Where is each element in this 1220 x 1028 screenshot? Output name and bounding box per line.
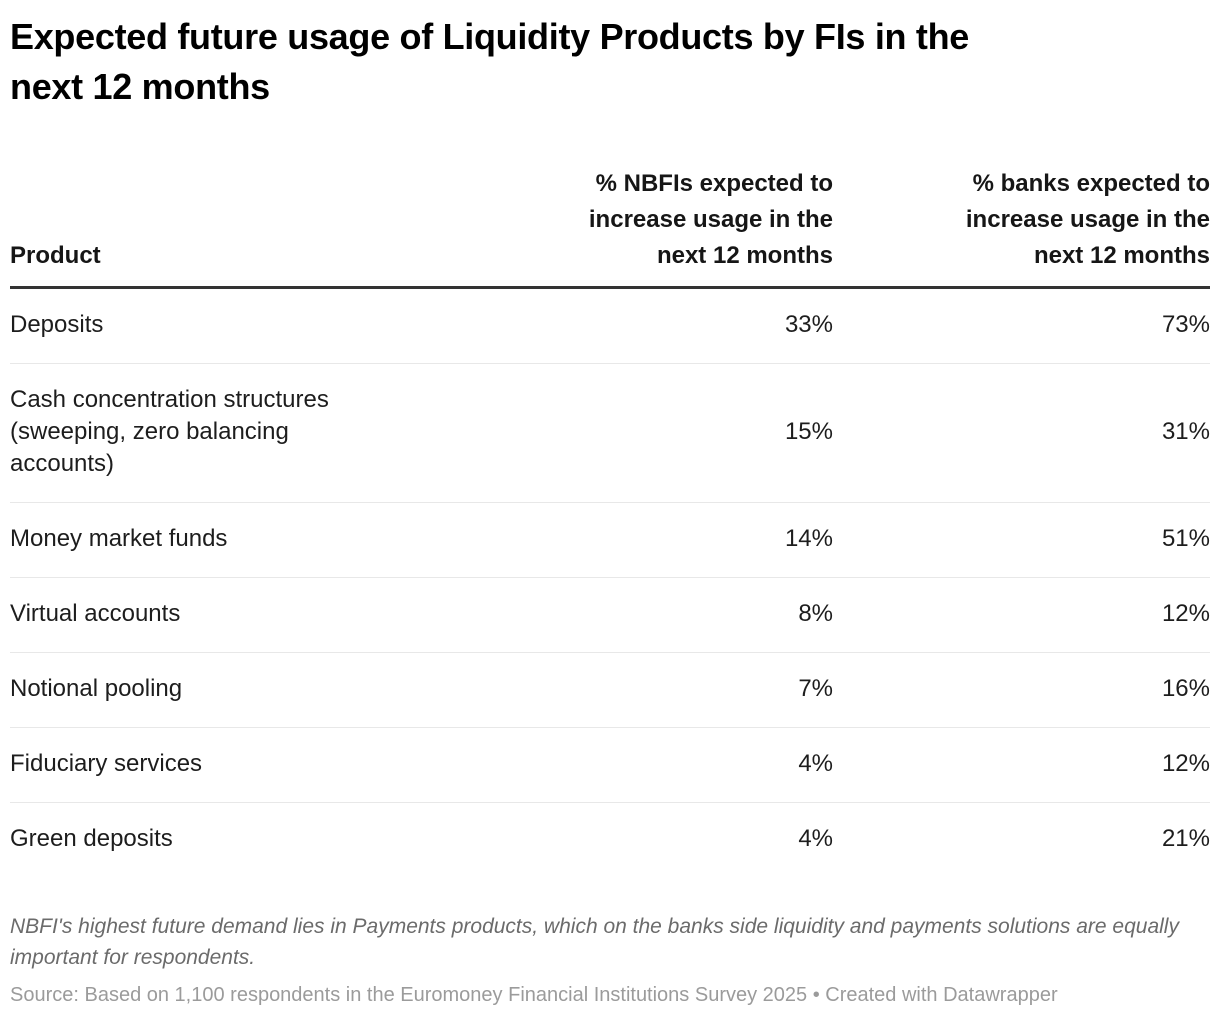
banks-value-cell: 73% — [1161, 311, 1210, 338]
column-header-nbfi-percent: % NBFIs expected to increase usage in th… — [460, 166, 833, 289]
column-header-product: Product — [10, 166, 460, 289]
table-row: Fiduciary services 4% 12% — [10, 727, 1210, 803]
data-table: Product % NBFIs expected to increase usa… — [10, 166, 1210, 877]
product-cell: Deposits — [10, 311, 104, 338]
nbfi-value-cell: 14% — [460, 502, 833, 578]
table-row: Virtual accounts 8% 12% — [10, 577, 1210, 653]
nbfi-value-cell: 4% — [460, 727, 833, 803]
chart-source-line: Source: Based on 1,100 respondents in th… — [10, 984, 1058, 1006]
product-cell: Virtual accounts — [10, 577, 460, 653]
nbfi-value-cell: 15% — [460, 363, 833, 503]
nbfi-value-cell: 7% — [460, 652, 833, 728]
table-row: Green deposits 4% 21% — [10, 802, 1210, 877]
table-header-row: Product % NBFIs expected to increase usa… — [10, 166, 1210, 289]
product-cell: Notional pooling — [10, 652, 460, 728]
nbfi-value-cell: 33% — [784, 311, 833, 338]
product-cell: Cash concentration structures (sweeping,… — [10, 363, 460, 503]
product-cell: Money market funds — [10, 502, 460, 578]
product-cell: Fiduciary services — [10, 727, 460, 803]
table-row: Notional pooling 7% 16% — [10, 652, 1210, 728]
banks-value-cell: 12% — [833, 577, 1210, 653]
table-row: Cash concentration structures (sweeping,… — [10, 363, 1210, 503]
column-header-banks-percent: % banks expected to increase usage in th… — [833, 166, 1210, 289]
nbfi-value-cell: 8% — [460, 577, 833, 653]
chart-notes: NBFI's highest future demand lies in Pay… — [10, 915, 1179, 969]
nbfi-value-cell: 4% — [460, 802, 833, 877]
banks-value-cell: 51% — [833, 502, 1210, 578]
banks-value-cell: 12% — [833, 727, 1210, 803]
banks-value-cell: 21% — [833, 802, 1210, 877]
banks-value-cell: 16% — [833, 652, 1210, 728]
banks-value-cell: 31% — [833, 363, 1210, 503]
table-row: Deposits 33% 73% — [10, 288, 1210, 364]
product-cell: Green deposits — [10, 802, 460, 877]
page-title: Expected future usage of Liquidity Produ… — [10, 16, 970, 107]
table-chart: Expected future usage of Liquidity Produ… — [0, 12, 1220, 1008]
table-row: Money market funds 14% 51% — [10, 502, 1210, 578]
